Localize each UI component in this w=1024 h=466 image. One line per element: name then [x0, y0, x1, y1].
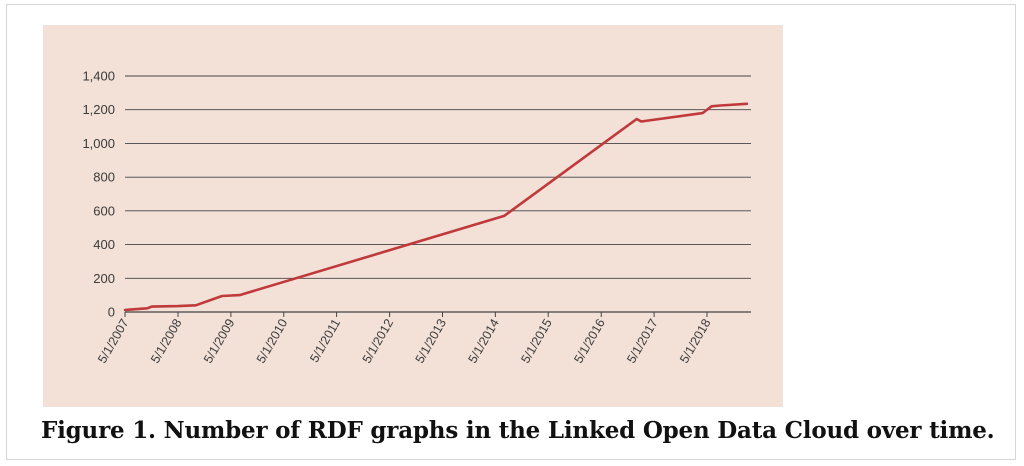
plot-panel: 0 200 400 600 800 1,000 1,200 1,400 5/1/2007 5/1…	[43, 25, 783, 407]
x-tick-label: 5/1/2009	[201, 316, 237, 365]
x-tick-label: 5/1/2014	[465, 316, 501, 365]
gridlines	[125, 75, 751, 313]
figure-frame: 0 200 400 600 800 1,000 1,200 1,400 5/1/2007 5/1…	[6, 4, 1016, 460]
x-tick-label: 5/1/2011	[307, 316, 343, 364]
y-tick-label: 1,400	[82, 69, 115, 84]
y-tick-label: 800	[93, 170, 115, 185]
y-axis-ticks: 0 200 400 600 800 1,000 1,200 1,400	[82, 69, 115, 320]
x-tick-label: 5/1/2016	[571, 316, 607, 365]
y-tick-label: 1,200	[82, 102, 115, 117]
y-tick-label: 600	[93, 203, 115, 218]
x-tick-label: 5/1/2008	[148, 316, 184, 365]
y-tick-label: 0	[108, 305, 115, 320]
x-tick-label: 5/1/2007	[95, 316, 131, 365]
x-tick-label: 5/1/2012	[360, 316, 396, 365]
y-tick-label: 200	[93, 271, 115, 286]
y-tick-label: 400	[93, 237, 115, 252]
figure-caption: Figure 1. Number of RDF graphs in the Li…	[41, 417, 995, 444]
x-tick-label: 5/1/2015	[518, 316, 554, 365]
y-tick-label: 1,000	[82, 136, 115, 151]
x-tick-label: 5/1/2010	[254, 316, 290, 365]
x-tick-label: 5/1/2013	[413, 316, 449, 365]
x-tick-label: 5/1/2018	[677, 316, 713, 365]
x-axis-ticks: 5/1/2007 5/1/2008 5/1/2009 5/1/2010 5/1/2011…	[95, 312, 714, 366]
series-line	[123, 102, 749, 312]
x-tick-label: 5/1/2017	[624, 316, 660, 365]
series-layer	[123, 102, 749, 312]
